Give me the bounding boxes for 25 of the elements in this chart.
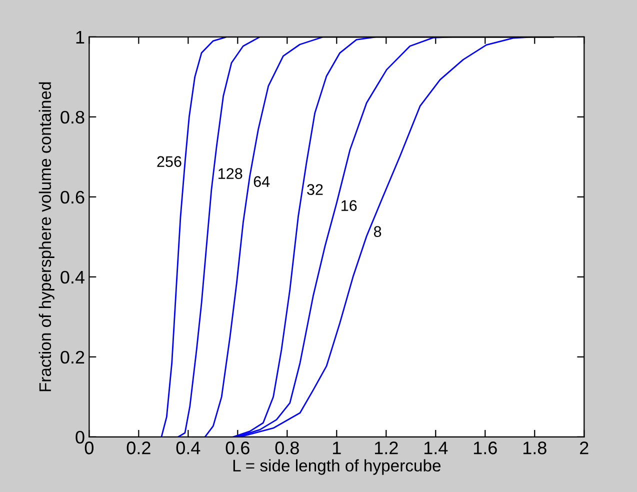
x-tick-label: 1 — [333, 442, 341, 454]
x-tick-label: 2 — [580, 442, 588, 454]
series-label: 8 — [374, 226, 382, 237]
y-axis-title: Fraction of hypersphere volume contained — [38, 82, 54, 392]
x-tick-label: 0.6 — [226, 442, 250, 454]
y-tick-label: 1 — [76, 31, 84, 44]
x-tick-label: 1.2 — [374, 442, 398, 454]
x-tick-label: 0.2 — [126, 442, 150, 454]
x-tick-label: 0 — [84, 442, 94, 454]
y-tick-label: 0.4 — [60, 270, 84, 284]
y-tick-label: 0.2 — [60, 350, 84, 364]
x-tick-label: 1.8 — [523, 442, 546, 454]
series-label: 256 — [157, 156, 182, 167]
y-tick-label: 0 — [76, 430, 84, 444]
y-tick-label: 0.8 — [60, 110, 84, 124]
x-axis-title: L = side length of hypercube — [233, 459, 441, 475]
x-tick-label: 1.4 — [424, 442, 448, 454]
y-tick-label: 0.6 — [60, 190, 84, 204]
series-label: 16 — [342, 200, 357, 211]
x-tick-label: 1.6 — [474, 442, 497, 454]
series-label: 128 — [218, 168, 242, 179]
series-label: 32 — [307, 184, 323, 195]
x-tick-label: 0.4 — [176, 442, 200, 454]
series-label: 64 — [254, 176, 270, 187]
x-tick-label: 0.8 — [275, 442, 299, 454]
